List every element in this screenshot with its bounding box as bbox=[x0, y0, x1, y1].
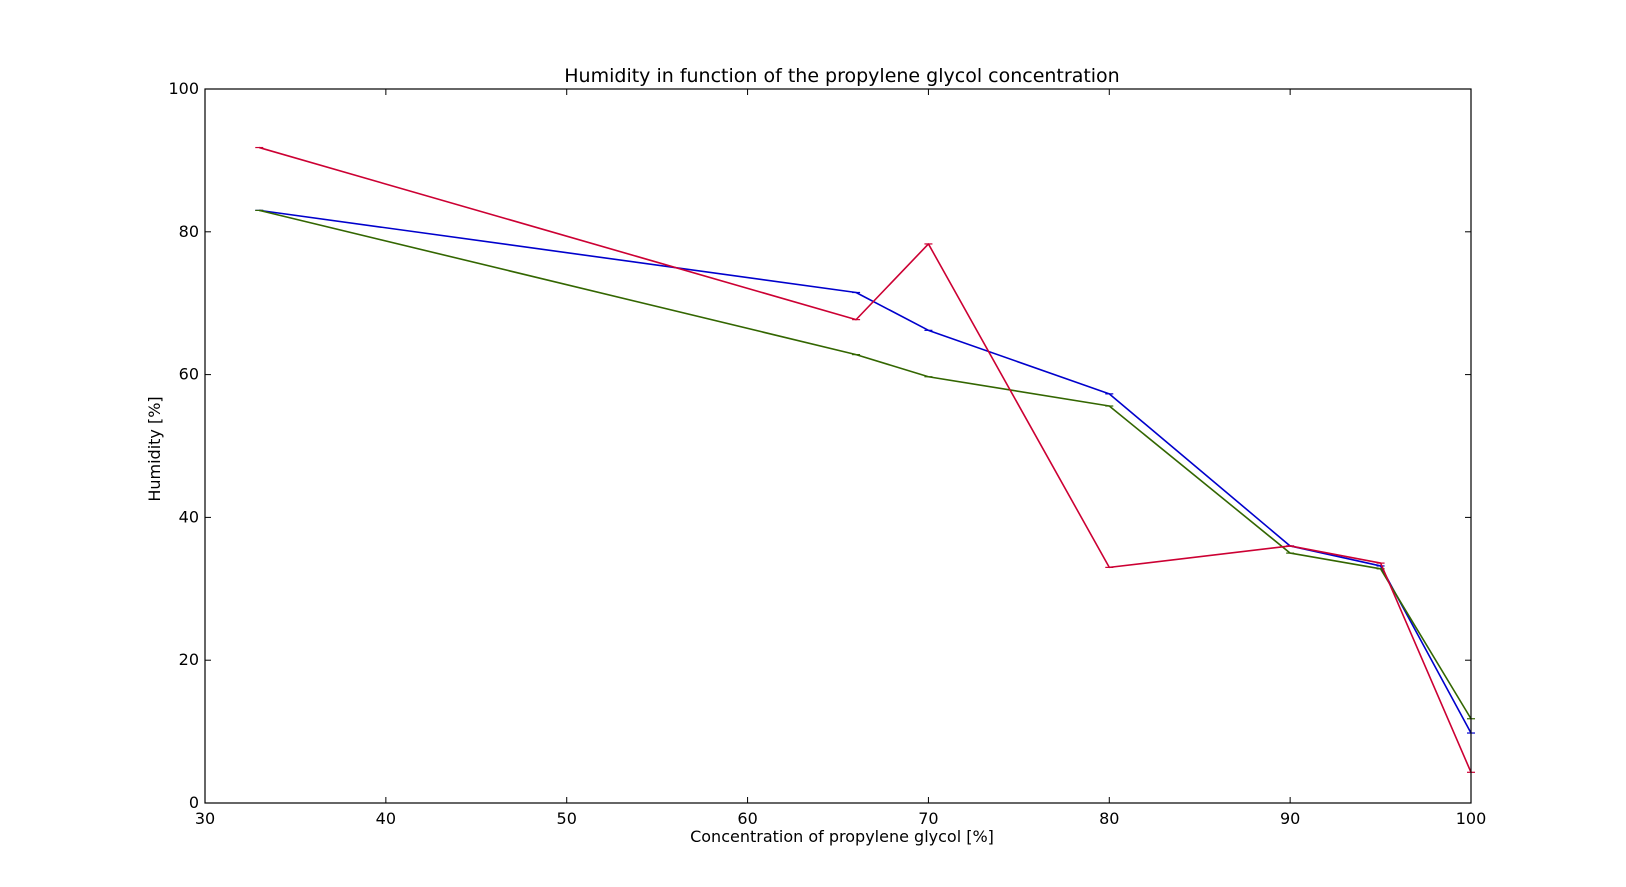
series-layer bbox=[255, 146, 1475, 773]
series-line-1 bbox=[259, 209, 1472, 734]
axes-layer bbox=[204, 88, 1472, 804]
y-tick-label: 20 bbox=[179, 650, 199, 669]
x-tick-label: 50 bbox=[557, 809, 577, 828]
plot-frame bbox=[204, 88, 1472, 804]
x-tick-label: 40 bbox=[376, 809, 396, 828]
y-tick-label: 100 bbox=[168, 79, 199, 98]
x-axis-title: Concentration of propylene glycol [%] bbox=[690, 827, 994, 846]
y-tick-label: 80 bbox=[179, 222, 199, 241]
x-tick-label: 60 bbox=[737, 809, 757, 828]
x-tick-label: 30 bbox=[195, 809, 215, 828]
x-tick-label: 90 bbox=[1280, 809, 1300, 828]
y-tick-label: 0 bbox=[189, 793, 199, 812]
y-tick-label: 60 bbox=[179, 365, 199, 384]
x-tick-label: 100 bbox=[1456, 809, 1487, 828]
y-tick-label: 40 bbox=[179, 507, 199, 526]
x-ticks: 30 40 50 60 70 80 90 100 bbox=[195, 89, 1486, 828]
series-line-2 bbox=[259, 209, 1472, 720]
chart-title: Humidity in function of the propylene gl… bbox=[564, 65, 1119, 87]
y-ticks: 0 20 40 60 80 100 bbox=[168, 79, 1471, 812]
series-line-3 bbox=[259, 146, 1472, 773]
x-tick-label: 70 bbox=[918, 809, 938, 828]
x-tick-label: 80 bbox=[1099, 809, 1119, 828]
y-axis-title: Humidity [%] bbox=[145, 396, 164, 501]
